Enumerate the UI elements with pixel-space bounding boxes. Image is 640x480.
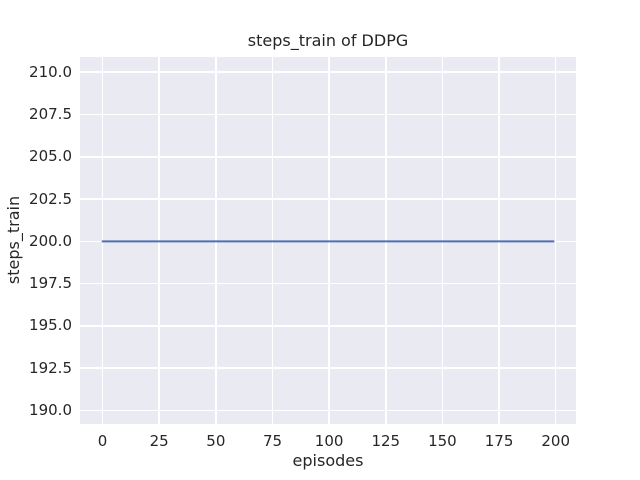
x-gridline [554,57,557,424]
y-gridline [80,325,576,327]
y-gridline [80,198,576,200]
y-gridline [80,71,576,73]
plot-area [80,57,576,424]
chart-title: steps_train of DDPG [247,31,409,50]
y-gridline [80,113,576,116]
y-tick-label: 197.5 [29,274,72,293]
y-tick-label: 192.5 [29,358,72,377]
y-tick-label: 210.0 [29,62,72,81]
x-tick-label: 125 [371,432,401,450]
x-axis-label: episodes [292,451,364,470]
x-tick-label: 100 [314,432,344,450]
y-gridline [80,282,576,285]
series-layer [101,240,555,243]
y-tick-label: 190.0 [29,400,72,419]
x-tick-label: 200 [541,432,571,450]
y-gridline [80,156,576,158]
y-gridline [80,367,576,369]
x-tick-label: 0 [97,432,108,450]
y-tick-label: 202.5 [29,189,72,208]
y-tick-label: 205.0 [29,147,72,166]
y-tick-label: 200.0 [29,231,72,250]
x-tick-label: 150 [428,432,457,450]
y-tick-label: 207.5 [29,105,72,123]
x-tick-label: 50 [206,432,226,450]
y-tick-label: 195.0 [29,316,72,335]
x-tick-label: 175 [484,432,514,450]
x-tick-label: 25 [149,432,169,450]
x-tick-label: 75 [262,432,283,450]
y-gridline [80,409,576,412]
